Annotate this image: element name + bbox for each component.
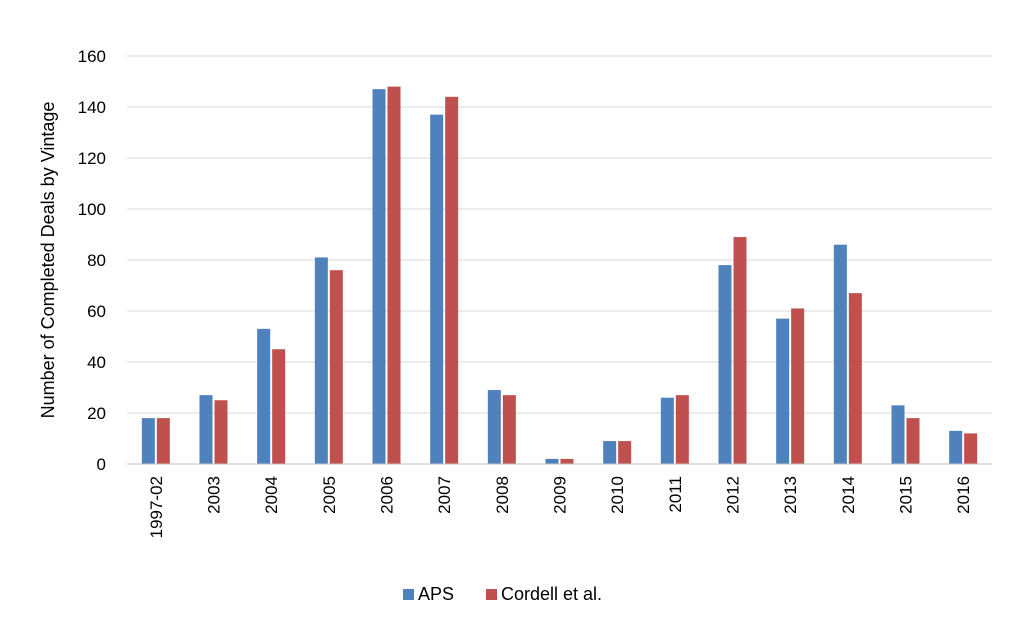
gridlines <box>127 55 992 414</box>
bar-aps-2007 <box>430 114 444 465</box>
bar-cordell-2015 <box>906 418 920 464</box>
bar-aps-2009 <box>545 458 559 464</box>
bar-cordell-2005 <box>329 270 343 464</box>
bar-cordell-2011 <box>675 395 689 464</box>
x-tick-label: 2013 <box>781 476 800 514</box>
legend-label: Cordell et al. <box>501 584 602 604</box>
y-tick-label: 0 <box>97 455 106 474</box>
x-tick-label: 2016 <box>954 476 973 514</box>
bar-aps-2005 <box>314 257 328 464</box>
x-tick-label: 2004 <box>262 476 281 514</box>
x-tick-label: 2008 <box>493 476 512 514</box>
x-tick-label: 2003 <box>205 476 224 514</box>
bar-aps-2008 <box>487 390 501 464</box>
x-tick-label: 2007 <box>435 476 454 514</box>
y-tick-label: 60 <box>87 302 106 321</box>
y-tick-label: 160 <box>78 47 106 66</box>
bar-aps-2015 <box>891 405 905 464</box>
x-tick-label: 2014 <box>839 476 858 514</box>
x-tick-label: 2011 <box>666 476 685 513</box>
y-tick-label: 100 <box>78 200 106 219</box>
bar-cordell-1997-02 <box>156 418 170 464</box>
bar-cordell-2007 <box>445 96 459 465</box>
bar-aps-2013 <box>776 318 790 464</box>
y-tick-label: 20 <box>87 404 106 423</box>
x-tick-label: 2010 <box>608 476 627 514</box>
bar-cordell-2016 <box>964 433 978 464</box>
x-tick-label: 1997-02 <box>147 476 166 538</box>
y-tick-label: 40 <box>87 353 106 372</box>
bar-cordell-2009 <box>560 458 574 464</box>
bar-aps-2011 <box>660 397 674 464</box>
y-tick-labels: 0 20 40 60 80 100 120 140 160 <box>78 47 106 474</box>
bar-cordell-2003 <box>214 400 228 464</box>
bar-aps-2010 <box>603 441 617 464</box>
bar-cordell-2004 <box>272 349 286 464</box>
bar-aps-2012 <box>718 265 732 464</box>
bar-aps-2003 <box>199 395 213 464</box>
x-tick-label: 2012 <box>724 476 743 514</box>
legend-label: APS <box>418 584 454 604</box>
legend-swatch <box>486 589 497 600</box>
x-tick-label: 2006 <box>378 476 397 514</box>
bars <box>141 86 978 465</box>
x-tick-label: 2005 <box>320 476 339 514</box>
bar-cordell-2006 <box>387 86 401 464</box>
y-tick-label: 120 <box>78 149 106 168</box>
x-tick-label: 2009 <box>551 476 570 514</box>
y-axis-title: Number of Completed Deals by Vintage <box>38 102 58 419</box>
bar-cordell-2008 <box>502 395 516 464</box>
bar-aps-2004 <box>257 328 271 464</box>
x-tick-label: 2015 <box>897 476 916 514</box>
bar-cordell-2014 <box>848 293 862 464</box>
legend: APS Cordell et al. <box>403 584 602 604</box>
bar-aps-2006 <box>372 89 386 465</box>
bar-cordell-2013 <box>791 308 805 464</box>
legend-swatch <box>403 589 414 600</box>
bar-cordell-2010 <box>618 441 632 464</box>
y-tick-label: 140 <box>78 98 106 117</box>
bar-cordell-2012 <box>733 237 747 464</box>
x-tick-labels: 1997-02 2003 2004 2005 2006 2007 2008 2009 2010 2… <box>147 476 973 538</box>
bar-aps-2016 <box>949 430 963 464</box>
bar-aps-2014 <box>833 244 847 464</box>
y-tick-label: 80 <box>87 251 106 270</box>
bar-aps-1997-02 <box>141 418 155 464</box>
